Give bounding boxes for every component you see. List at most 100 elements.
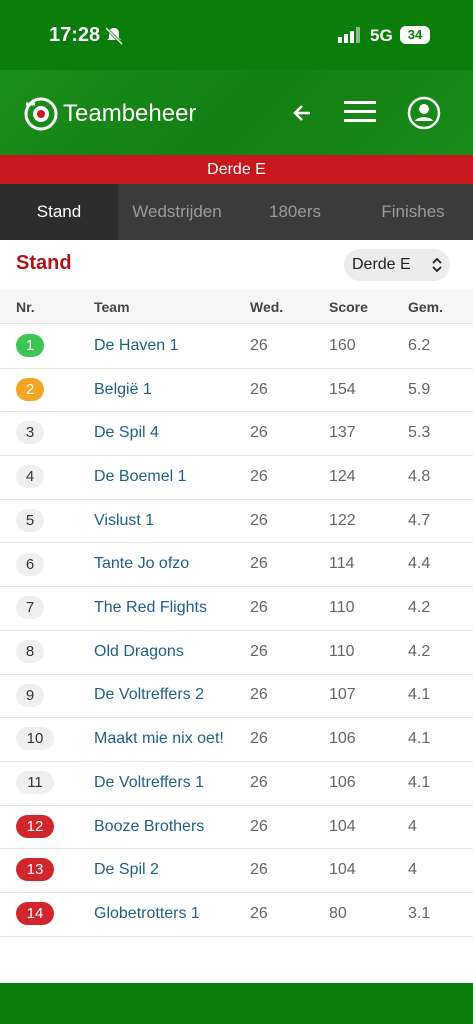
table-row[interactable]: 4 De Boemel 1 26 124 4.8: [0, 455, 473, 500]
stat: 106: [329, 773, 356, 791]
rank-badge: 6: [16, 552, 44, 576]
table-row[interactable]: 11 De Voltreffers 1 26 106 4.1: [0, 761, 473, 806]
stat: 106: [329, 730, 356, 748]
stat: 26: [250, 511, 268, 529]
stat: 3.1: [408, 904, 431, 922]
stat: 4.4: [408, 555, 431, 573]
stat: 4.2: [408, 599, 431, 617]
rank-badge: 9: [16, 683, 44, 707]
rank-badge: 7: [16, 596, 44, 620]
team-name: De Haven 1: [94, 336, 179, 354]
signal-icon: [338, 27, 360, 43]
rank-badge: 3: [16, 421, 44, 445]
column-header: Nr.: [16, 298, 35, 315]
column-header: Team: [94, 298, 130, 315]
menu-button[interactable]: [344, 100, 376, 124]
stat: 26: [250, 642, 268, 660]
rank-badge: 12: [16, 814, 54, 838]
stat: 26: [250, 686, 268, 704]
stat: 6.2: [408, 336, 431, 354]
stat: 4.1: [408, 773, 431, 791]
table-row[interactable]: 5 Vislust 1 26 122 4.7: [0, 499, 473, 544]
table-row[interactable]: 8 Old Dragons 26 110 4.2: [0, 630, 473, 675]
stat: 4: [408, 861, 417, 879]
tab[interactable]: Wedstrijden: [132, 202, 222, 221]
stat: 26: [250, 380, 268, 398]
team-name: The Red Flights: [94, 599, 207, 617]
table-row[interactable]: 3 De Spil 4 26 137 5.3: [0, 411, 473, 457]
stat: 110: [329, 642, 355, 660]
section-title: Stand: [16, 252, 72, 274]
stat: 26: [250, 336, 268, 354]
rank-badge: 8: [16, 639, 44, 663]
rank-badge: 2: [16, 377, 44, 401]
selector-value: Derde E: [352, 256, 411, 273]
stat: 26: [250, 730, 268, 748]
standings-card: Stand Derde E Nr. Team Wed. Score Gem. 1 De H…: [0, 240, 473, 983]
table-row[interactable]: 2 België 1 26 154 5.9: [0, 368, 473, 413]
stat: 80: [329, 904, 347, 922]
mute-icon: [104, 26, 124, 46]
rank-badge: 4: [16, 465, 44, 489]
rank-badge: 13: [16, 858, 54, 882]
app-header: Teambeheer: [0, 70, 473, 155]
rank-badge: 11: [16, 771, 54, 794]
stat: 154: [329, 380, 356, 398]
app-name: Teambeheer: [63, 100, 197, 127]
selector-arrows: [432, 258, 442, 272]
stat: 104: [329, 817, 356, 835]
stat: 122: [329, 511, 356, 529]
team-name: België 1: [94, 380, 152, 398]
stat: 5.3: [408, 424, 431, 442]
column-header: Score: [329, 298, 368, 315]
logo: [24, 97, 58, 131]
table-row[interactable]: 12 Booze Brothers 26 104 4: [0, 805, 473, 850]
stat: 26: [250, 861, 268, 879]
rank-badge: 14: [16, 902, 54, 926]
table-row[interactable]: 1 De Haven 1 26 160 6.2: [0, 324, 473, 369]
stat: 26: [250, 817, 268, 835]
division-banner: Derde E: [0, 155, 473, 184]
rank-badge: 1: [16, 334, 44, 357]
team-name: Tante Jo ofzo: [94, 555, 190, 573]
team-name: De Boemel 1: [94, 467, 187, 485]
stat: 26: [250, 773, 268, 791]
back-button[interactable]: [291, 102, 313, 124]
team-name: Maakt mie nix oet!: [94, 730, 224, 748]
team-name: De Voltreffers 1: [94, 773, 204, 791]
tab[interactable]: 180ers: [269, 202, 321, 221]
stat: 4: [408, 817, 417, 835]
stat: 4.2: [408, 642, 431, 660]
time: 17:28: [49, 24, 101, 46]
rank-badge: 10: [16, 727, 54, 751]
table-row[interactable]: 13 De Spil 2 26 104 4: [0, 848, 473, 894]
stat: 110: [329, 599, 355, 617]
tab-bar: Stand Wedstrijden 180ers Finishes: [0, 184, 473, 240]
team-name: Globetrotters 1: [94, 904, 200, 922]
team-name: De Spil 4: [94, 424, 159, 442]
network: 5G: [370, 26, 393, 45]
battery: 34: [400, 26, 430, 44]
column-header: Gem.: [408, 298, 444, 315]
stat: 4.8: [408, 467, 431, 485]
rank-badge: 5: [16, 508, 44, 532]
table-row[interactable]: 9 De Voltreffers 2 26 107 4.1: [0, 674, 473, 719]
status-bar: 17:28 5G 34: [0, 0, 473, 70]
stat: 4.1: [408, 686, 431, 704]
stat: 4.7: [408, 511, 431, 529]
table-row[interactable]: 7 The Red Flights 26 110 4.2: [0, 586, 473, 631]
profile-button[interactable]: [407, 96, 441, 130]
stat: 5.9: [408, 380, 431, 398]
column-header: Wed.: [250, 298, 284, 315]
table-row[interactable]: 14 Globetrotters 1 26 80 3.1: [0, 892, 473, 937]
team-name: Vislust 1: [94, 511, 155, 529]
tab[interactable]: Finishes: [381, 202, 445, 221]
team-name: De Spil 2: [94, 861, 159, 879]
table-row[interactable]: 10 Maakt mie nix oet! 26 106 4.1: [0, 717, 473, 762]
team-name: De Voltreffers 2: [94, 686, 204, 704]
table-header: Nr. Team Wed. Score Gem.: [0, 290, 473, 324]
tab[interactable]: Stand: [0, 184, 118, 240]
table-row[interactable]: 6 Tante Jo ofzo 26 114 4.4: [0, 543, 473, 588]
division-selector[interactable]: Derde E: [344, 249, 450, 281]
